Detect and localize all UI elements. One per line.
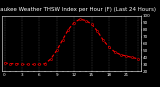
Text: Milwaukee Weather THSW Index per Hour (F) (Last 24 Hours): Milwaukee Weather THSW Index per Hour (F…	[0, 7, 156, 12]
